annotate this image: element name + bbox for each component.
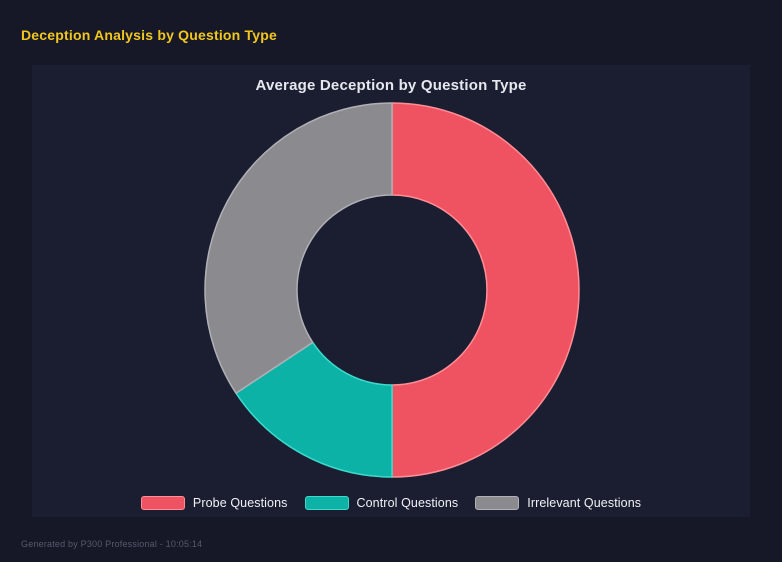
legend-swatch-control-questions [304, 496, 349, 510]
donut-segment-control-questions[interactable] [235, 341, 393, 478]
page-title: Deception Analysis by Question Type [21, 27, 277, 43]
legend-label-probe-questions: Probe Questions [192, 496, 288, 510]
legend-label-control-questions: Control Questions [356, 496, 459, 510]
footer-note: Generated by P300 Professional - 10:05:1… [21, 539, 203, 549]
legend-label-irrelevant-questions: Irrelevant Questions [527, 496, 642, 510]
chart-legend: Probe Questions Control Questions Irreleva… [32, 496, 750, 510]
legend-item-irrelevant-questions[interactable]: Irrelevant Questions [475, 496, 641, 510]
donut-segment-probe-questions[interactable] [391, 102, 580, 478]
legend-swatch-probe-questions [140, 496, 185, 510]
legend-item-control-questions[interactable]: Control Questions [304, 496, 459, 510]
legend-item-probe-questions[interactable]: Probe Questions [140, 496, 288, 510]
legend-swatch-irrelevant-questions [475, 496, 520, 510]
donut-segment-irrelevant-questions[interactable] [204, 102, 393, 394]
chart-title: Average Deception by Question Type [255, 77, 527, 94]
